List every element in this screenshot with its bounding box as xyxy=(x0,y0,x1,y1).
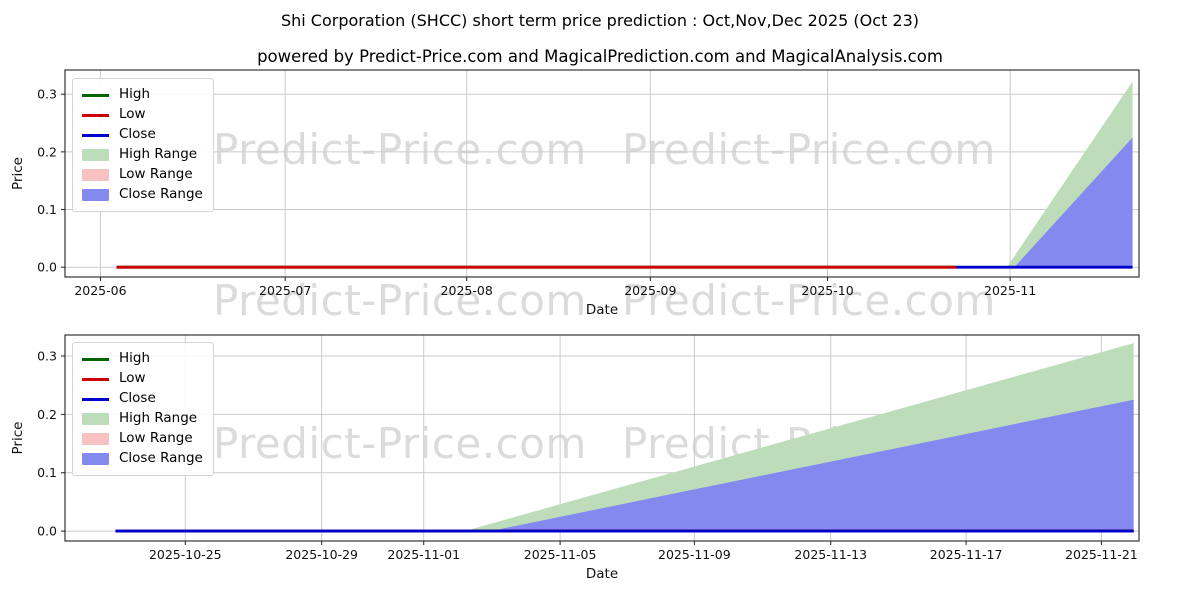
y-tick-label: 0.1 xyxy=(37,202,57,217)
x-tick-label: 2025-11-09 xyxy=(658,547,731,562)
y-tick-label: 0.0 xyxy=(37,524,57,539)
legend-swatch-close-range xyxy=(82,453,109,465)
y-tick-label: 0.0 xyxy=(37,260,57,275)
y-axis-label: Price xyxy=(10,157,26,190)
legend-item-high: High xyxy=(82,350,203,368)
legend-label: Close Range xyxy=(119,450,203,467)
legend-label: Low xyxy=(119,370,146,387)
legend-label: High Range xyxy=(119,410,198,427)
legend-item-low: Low xyxy=(82,106,203,124)
x-tick-label: 2025-10-25 xyxy=(149,547,222,562)
x-tick-label: 2025-07 xyxy=(259,283,311,298)
legend-item-close-range: Close Range xyxy=(82,186,203,204)
legend-item-high: High xyxy=(82,86,203,104)
legend-swatch-low-range xyxy=(82,433,109,445)
legend-label: High xyxy=(119,86,151,103)
x-tick-label: 2025-11-05 xyxy=(524,547,597,562)
series-area-close-range xyxy=(490,399,1134,532)
x-tick-label: 2025-09 xyxy=(624,283,676,298)
legend-label: Low Range xyxy=(119,430,193,447)
legend-swatch-low-range xyxy=(82,169,109,181)
y-tick-label: 0.2 xyxy=(37,407,57,422)
legend-item-low: Low xyxy=(82,370,203,388)
legend-top-chart: High Low Close High Range Low Range Close Ran… xyxy=(72,78,214,212)
x-tick-label: 2025-06 xyxy=(74,283,126,298)
axes-frame xyxy=(64,334,1140,542)
y-tick-label: 0.3 xyxy=(37,349,57,364)
legend-item-high-range: High Range xyxy=(82,146,203,164)
legend-swatch-close xyxy=(82,397,109,401)
y-tick-label: 0.3 xyxy=(37,87,57,102)
y-axis-label: Price xyxy=(10,422,26,455)
legend-item-low-range: Low Range xyxy=(82,166,203,184)
legend-item-close: Close xyxy=(82,126,203,144)
x-tick-label: 2025-11-01 xyxy=(387,547,460,562)
legend-swatch-high-range xyxy=(82,149,109,161)
legend-bottom-chart: High Low Close High Range Low Range Close Ran… xyxy=(72,342,214,476)
legend-item-close-range: Close Range xyxy=(82,450,203,468)
legend-item-high-range: High Range xyxy=(82,410,203,428)
legend-item-low-range: Low Range xyxy=(82,430,203,448)
legend-label: High xyxy=(119,350,151,367)
x-axis-label: Date xyxy=(586,302,618,318)
x-tick-label: 2025-11-17 xyxy=(930,547,1003,562)
y-tick-label: 0.1 xyxy=(37,465,57,480)
legend-label: Low Range xyxy=(119,166,193,183)
x-tick-label: 2025-08 xyxy=(441,283,493,298)
x-tick-label: 2025-10-29 xyxy=(285,547,358,562)
series-area-close-range xyxy=(1014,137,1133,268)
y-tick-label: 0.2 xyxy=(37,144,57,159)
x-axis-label: Date xyxy=(586,566,618,582)
legend-swatch-high-range xyxy=(82,413,109,425)
x-tick-label: 2025-10 xyxy=(801,283,853,298)
legend-label: Close xyxy=(119,126,156,143)
page-subtitle: powered by Predict-Price.com and Magical… xyxy=(257,47,943,66)
axes-frame xyxy=(64,69,1140,278)
legend-label: High Range xyxy=(119,146,198,163)
x-tick-label: 2025-11-21 xyxy=(1065,547,1138,562)
legend-swatch-low xyxy=(82,113,109,117)
legend-swatch-high xyxy=(82,357,109,361)
page-title: Shi Corporation (SHCC) short term price … xyxy=(280,11,920,30)
legend-label: Close xyxy=(119,390,156,407)
legend-label: Close Range xyxy=(119,186,203,203)
legend-swatch-close xyxy=(82,133,109,137)
legend-item-close: Close xyxy=(82,390,203,408)
legend-label: Low xyxy=(119,106,146,123)
x-tick-label: 2025-11-13 xyxy=(794,547,867,562)
legend-swatch-low xyxy=(82,377,109,381)
legend-swatch-high xyxy=(82,93,109,97)
x-tick-label: 2025-11 xyxy=(984,283,1036,298)
legend-swatch-close-range xyxy=(82,189,109,201)
